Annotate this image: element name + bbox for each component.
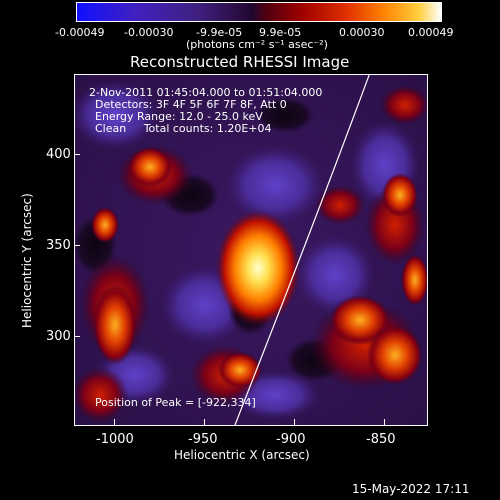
y-tick-mark-350 [74,245,80,246]
colorbar-tick-1: -0.00049 [55,26,105,39]
x-tick-mark--950 [204,419,205,425]
colorbar-tick-6: 0.00049 [408,26,454,39]
rhessi-image [75,75,427,425]
x-tick-label--900: -900 [276,432,306,447]
colorbar-tick-2: -0.00030 [124,26,174,39]
x-tick-mark--900 [294,419,295,425]
peak-position: Position of Peak = [-922,334] [95,396,256,409]
x-tick-mark--1000 [114,419,115,425]
solar-limb-line [234,75,370,425]
y-tick-mark-300 [74,336,80,337]
info-line-detectors: Detectors: 3F 4F 5F 6F 7F 8F, Att 0 [95,98,287,111]
plot-title: Reconstructed RHESSI Image [130,53,350,71]
y-axis-label: Heliocentric Y (arcsec) [20,193,34,328]
x-tick-label--1000: -1000 [96,432,134,447]
x-tick-label--850: -850 [366,432,396,447]
colorbar-tick-3: -9.9e-05 [196,26,243,39]
y-tick-label-300: 300 [46,329,71,344]
y-tick-label-350: 350 [46,238,71,253]
x-tick-mark--850 [384,419,385,425]
colorbar-unit-label: (photons cm⁻² s⁻¹ asec⁻²) [186,38,328,51]
colorbar [76,2,442,22]
image-frame: 2-Nov-2011 01:45:04.000 to 01:51:04.000 … [74,74,428,426]
y-tick-label-400: 400 [46,147,71,162]
x-tick-label--950: -950 [188,432,218,447]
colorbar-tick-4: 9.9e-05 [259,26,302,39]
y-tick-mark-400 [74,154,80,155]
render-timestamp: 15-May-2022 17:11 [352,482,470,496]
info-line-energy: Energy Range: 12.0 - 25.0 keV [95,110,263,123]
info-line-time: 2-Nov-2011 01:45:04.000 to 01:51:04.000 [89,86,323,99]
info-line-clean: Clean Total counts: 1.20E+04 [95,122,272,135]
x-axis-label: Heliocentric X (arcsec) [174,448,310,462]
colorbar-tick-5: 0.00030 [339,26,385,39]
